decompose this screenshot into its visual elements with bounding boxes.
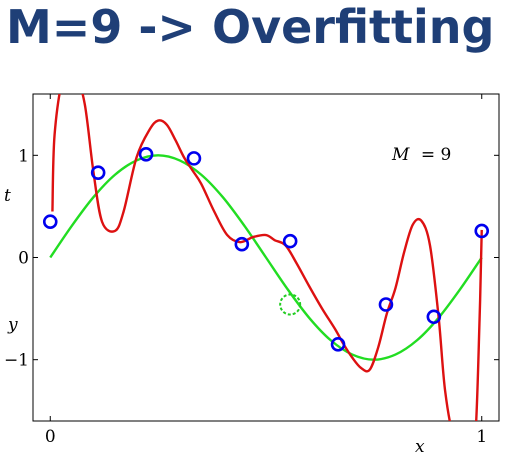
outlier-point <box>279 293 302 316</box>
data-point <box>282 233 298 249</box>
data-point <box>378 297 394 312</box>
x-tick-label: 0 <box>45 427 56 447</box>
annotation-prefix: M <box>391 145 410 165</box>
data-point <box>474 223 490 239</box>
data-point <box>90 165 106 180</box>
y-axis-label: t <box>4 186 11 206</box>
target-curve <box>49 154 483 361</box>
data-point <box>234 236 250 252</box>
annotation-suffix: = 9 <box>421 145 451 165</box>
x-tick-label: 1 <box>476 427 487 447</box>
y-tick-label: −1 <box>4 351 29 371</box>
data-point <box>42 214 58 230</box>
data-point <box>186 151 202 166</box>
extra-axis-label: y <box>7 315 18 335</box>
data-points <box>42 146 490 352</box>
data-point <box>138 146 154 162</box>
axis-ticks: 1 0 −1 0 1 <box>4 94 499 447</box>
y-tick-label: 1 <box>18 146 29 166</box>
slide-title: M=9 -> Overfitting <box>6 0 495 54</box>
data-point <box>426 309 442 325</box>
y-tick-label: 0 <box>18 249 29 269</box>
data-point <box>330 337 346 352</box>
legend-annotation: M = 9 <box>391 145 451 165</box>
x-axis-label: x <box>415 437 425 457</box>
